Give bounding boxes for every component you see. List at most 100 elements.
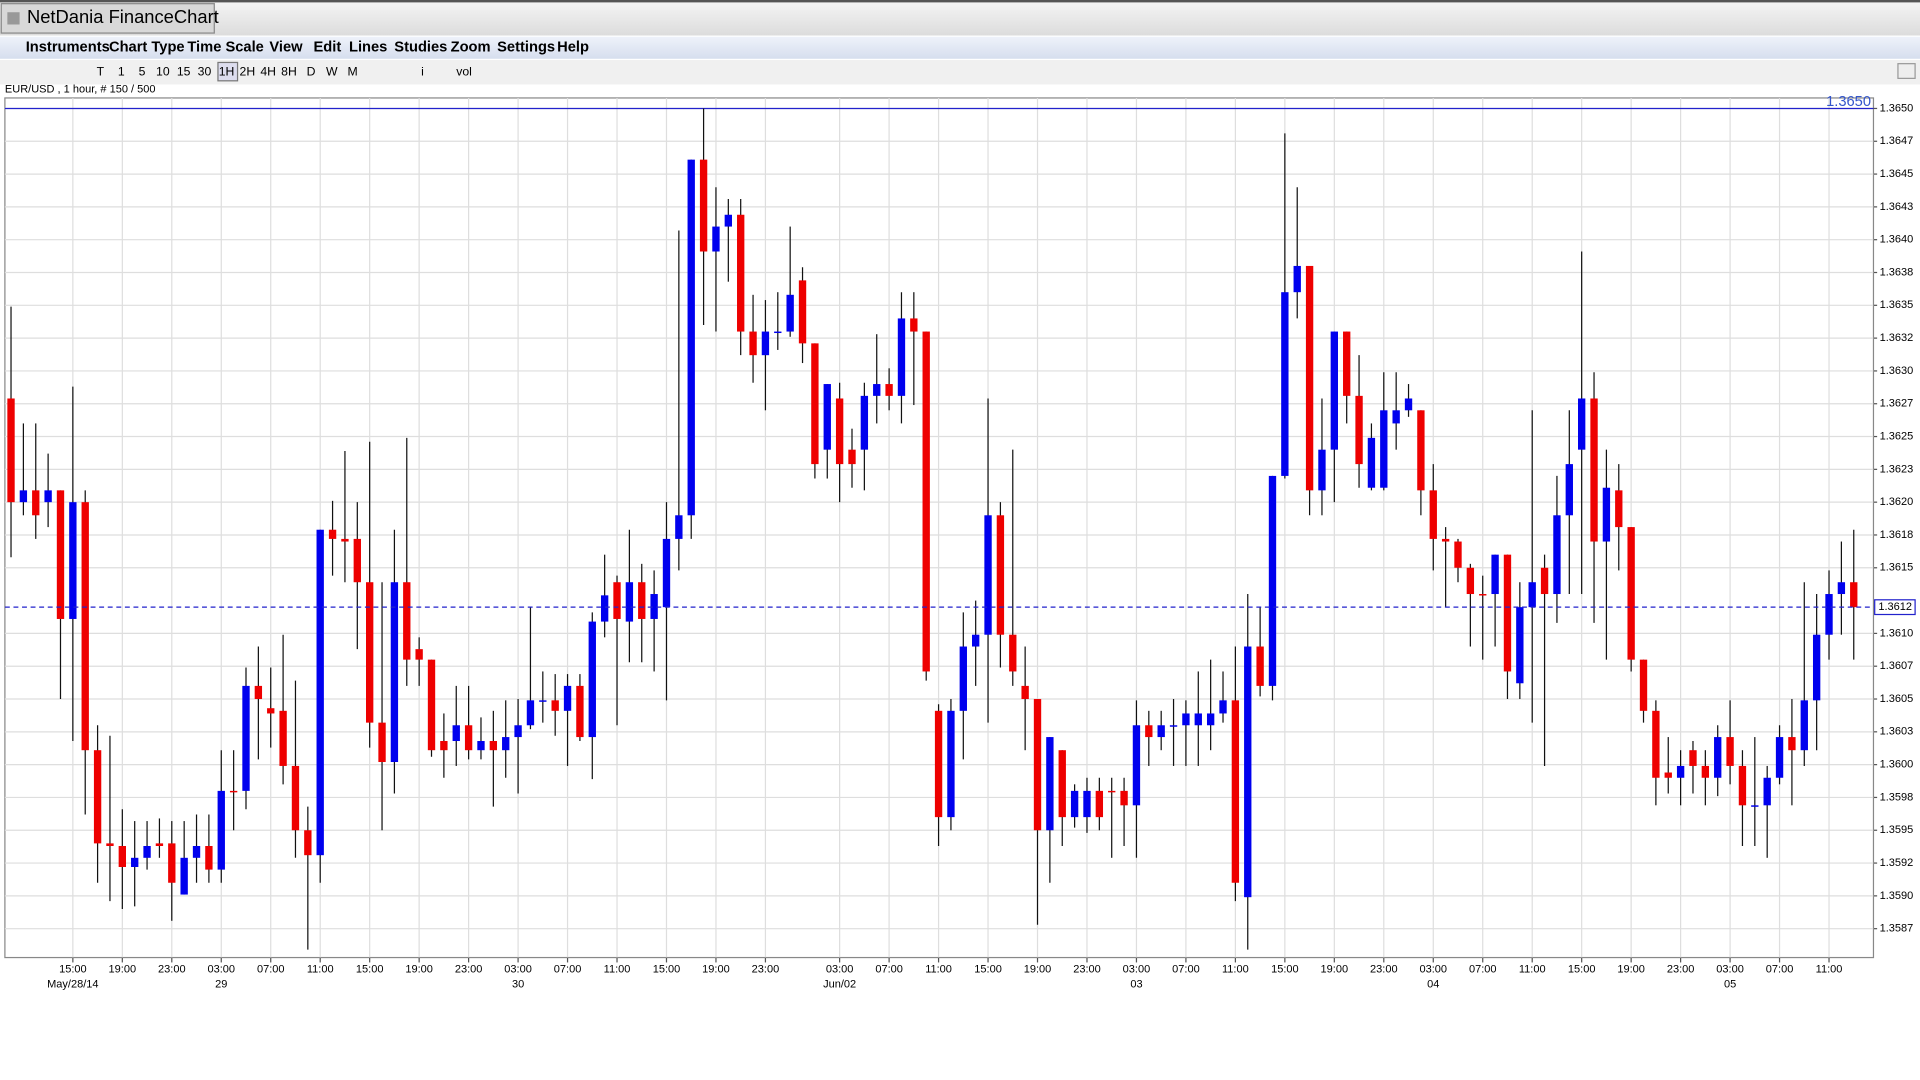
y-tick-label: 1.3615: [1880, 562, 1914, 574]
x-tick-label: 19:00: [1024, 964, 1052, 976]
toolbar-button[interactable]: 1: [118, 64, 125, 78]
y-tick-label: 1.3623: [1880, 463, 1914, 475]
x-tick-label: 03:00: [504, 964, 532, 976]
candle-body: [1664, 772, 1672, 778]
candle-body: [638, 582, 646, 619]
x-tick-label: 19:00: [405, 964, 433, 976]
labels: 1.3650 1.3647 1.3645 1.3643 1.3640 1.3638 1.36…: [4, 94, 1916, 990]
toolbar-button[interactable]: 5: [139, 64, 146, 78]
candle-body: [1652, 710, 1660, 778]
candle-body: [1009, 634, 1017, 672]
y-tick-label: 1.3625: [1880, 430, 1914, 442]
toolbar-button[interactable]: 8H: [281, 64, 297, 78]
candle-body: [44, 490, 52, 503]
menu-item[interactable]: Help: [557, 40, 589, 56]
y-tick-label: 1.3610: [1880, 627, 1914, 639]
y-tick-label: 1.3600: [1880, 759, 1914, 771]
y-tick-label: 1.3605: [1880, 693, 1914, 705]
candle-body: [514, 725, 522, 738]
toolbar-button[interactable]: i: [421, 64, 424, 78]
candle-body: [1219, 700, 1227, 714]
candle-body: [1454, 541, 1462, 568]
menu-item[interactable]: View: [269, 40, 303, 56]
candle-body: [131, 857, 139, 867]
candle-body: [1231, 700, 1240, 883]
candle-body: [811, 343, 819, 465]
toolbar-button[interactable]: 4H: [260, 64, 276, 78]
x-tick-label: 15:00: [974, 964, 1002, 976]
candle-body: [823, 384, 831, 450]
toolbar-button[interactable]: 1H: [219, 64, 235, 78]
candle-body: [19, 490, 28, 503]
app-icon: [7, 12, 20, 25]
candle-body: [860, 395, 869, 450]
candle-body: [1751, 805, 1759, 807]
y-tick-label: 1.3590: [1880, 890, 1914, 902]
menu-item[interactable]: Settings: [497, 40, 555, 56]
candle-body: [749, 331, 757, 356]
menu-item[interactable]: Lines: [349, 40, 387, 56]
toolbar-button[interactable]: M: [348, 64, 358, 78]
menu-item[interactable]: Time Scale: [187, 40, 263, 56]
candle-body: [1021, 685, 1029, 700]
candle-body: [1812, 634, 1821, 701]
menu-item[interactable]: Studies: [394, 40, 447, 56]
candle-body: [279, 710, 287, 766]
menu-item[interactable]: Chart Type: [109, 40, 185, 56]
candle-body: [291, 765, 300, 831]
x-tick-label: 19:00: [1321, 964, 1349, 976]
candle-body: [600, 595, 609, 622]
toolbar-button[interactable]: 30: [198, 64, 212, 78]
x-date-label: 04: [1427, 978, 1439, 990]
candle-body: [118, 846, 126, 867]
candle-body: [1825, 594, 1833, 635]
x-tick-label: 11:00: [1222, 964, 1249, 976]
candle-body: [1775, 737, 1784, 778]
candle-body: [229, 790, 238, 793]
x-tick-label: 03:00: [1419, 964, 1447, 976]
x-tick-label: 11:00: [307, 964, 334, 976]
candle-body: [1714, 737, 1722, 778]
toolbar-button[interactable]: 10: [156, 64, 170, 78]
menu-item[interactable]: Zoom: [451, 40, 491, 56]
pressed-button: [217, 61, 239, 82]
candle-body: [662, 538, 671, 608]
window-title: NetDania FinanceChart: [27, 6, 219, 27]
candle-body: [427, 659, 436, 751]
y-tick-label: 1.3647: [1880, 135, 1914, 147]
title-bar: [0, 2, 1920, 36]
toolbar-button[interactable]: vol: [456, 64, 472, 78]
candle-body: [1392, 410, 1400, 424]
toolbar-button[interactable]: 15: [177, 64, 191, 78]
candle-body: [1268, 475, 1277, 686]
candle-body: [563, 685, 572, 711]
candle-body: [1095, 790, 1104, 818]
toolbar-button[interactable]: W: [326, 64, 338, 78]
candle-body: [910, 318, 918, 332]
toolbar-button[interactable]: 2H: [240, 64, 256, 78]
menu-item[interactable]: Instruments: [26, 40, 110, 56]
candle-body: [1256, 646, 1264, 686]
candle-body: [798, 280, 807, 344]
candle-body: [1058, 750, 1066, 818]
y-tick-label: 1.3627: [1880, 398, 1914, 410]
y-tick-label: 1.3607: [1880, 660, 1914, 672]
candle-body: [885, 384, 893, 396]
candle-body: [1615, 490, 1623, 528]
candle-body: [1417, 410, 1425, 491]
toolbar-button[interactable]: T: [97, 64, 105, 78]
window-edge: [0, 0, 1920, 3]
menu-item[interactable]: Edit: [313, 40, 341, 56]
toolbar-button[interactable]: D: [307, 64, 316, 78]
toolbar-toggle[interactable]: [1897, 63, 1916, 79]
x-tick-label: 07:00: [554, 964, 582, 976]
candle-body: [1293, 265, 1301, 293]
candle-body: [1070, 790, 1079, 818]
candle-body: [675, 515, 683, 539]
candle-body: [1503, 554, 1512, 672]
candle-body: [650, 594, 658, 619]
candle-body: [56, 490, 65, 619]
candle-body: [69, 502, 77, 619]
title-tab: [0, 3, 215, 34]
